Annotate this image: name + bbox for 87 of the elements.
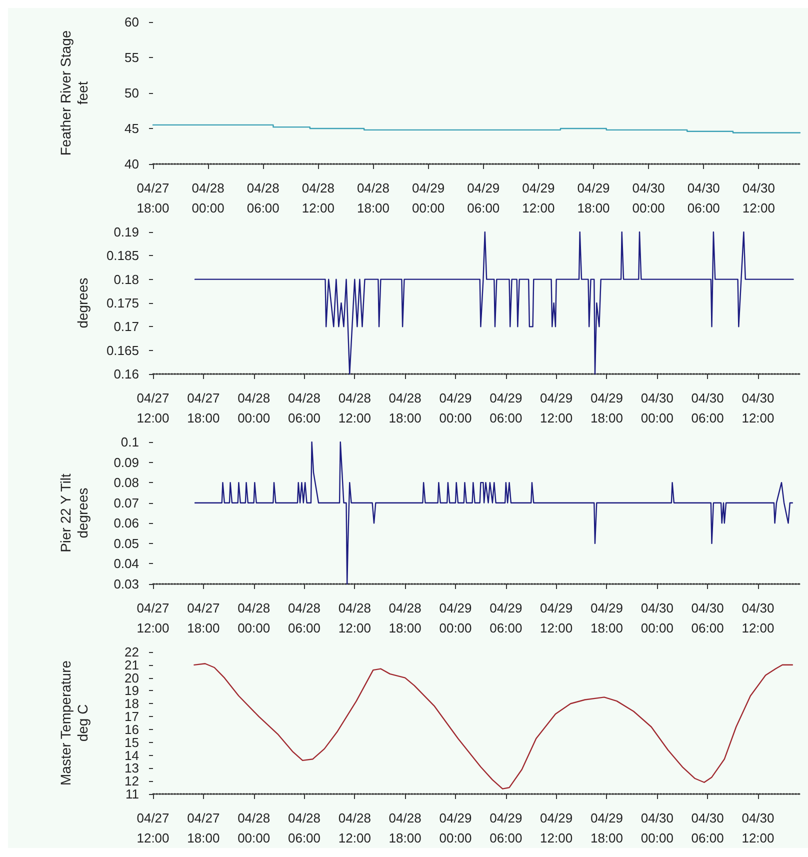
y-tick-label: 14 (124, 748, 139, 763)
x-tick-label: 04/30 00:00 (640, 390, 674, 426)
y-tick-label: 15 (124, 734, 139, 750)
x-tick-label: 04/30 00:00 (632, 180, 665, 216)
y-tick-label: 0.06 (114, 516, 139, 531)
x-tick-label: 04/29 18:00 (590, 390, 624, 426)
y-tick-label: 40 (124, 156, 139, 172)
x-tick-label: 04/28 06:00 (288, 810, 321, 846)
y-tick-label: 12 (124, 774, 139, 789)
x-tick-label: 04/30 06:00 (691, 390, 724, 426)
x-tick-label: 04/27 18:00 (136, 180, 170, 216)
y-tick-label: 19 (124, 683, 139, 698)
x-tick-label: 04/30 06:00 (687, 180, 720, 216)
x-tick-label: 04/28 12:00 (338, 390, 371, 426)
y-tick-label: 0.185 (106, 248, 139, 264)
y-tick-label: 0.09 (114, 454, 139, 470)
y-tick-label: 0.1 (120, 434, 139, 450)
x-tick-label: 04/30 00:00 (640, 600, 674, 636)
x-tick-label: 04/29 00:00 (439, 600, 472, 636)
y-tick-label: 0.07 (114, 495, 139, 510)
x-tick-label: 04/29 12:00 (540, 600, 573, 636)
x-tick-label: 04/28 06:00 (288, 390, 321, 426)
y-tick-label: 17 (124, 709, 139, 724)
y-tick-label: 22 (124, 644, 139, 660)
x-tick-label: 04/29 12:00 (540, 810, 573, 846)
y-tick-label: 0.04 (114, 556, 139, 572)
y-tick-label: 60 (124, 14, 139, 30)
x-tick-label: 04/29 12:00 (540, 390, 573, 426)
x-tick-label: 04/29 06:00 (490, 390, 522, 426)
x-tick-label: 04/28 18:00 (388, 600, 422, 636)
y-tick-label: 0.175 (106, 296, 139, 310)
x-tick-label: 04/28 00:00 (238, 810, 270, 846)
y-axis-title: degrees (74, 278, 90, 328)
x-tick-label: 04/27 18:00 (187, 390, 220, 426)
y-tick-label: 0.165 (106, 342, 139, 358)
x-tick-label: 04/27 12:00 (136, 600, 170, 636)
x-tick-label: 04/28 00:00 (192, 180, 224, 216)
x-tick-label: 04/29 06:00 (490, 810, 522, 846)
x-tick-label: 04/28 00:00 (238, 390, 270, 426)
x-tick-label: 04/28 18:00 (388, 810, 422, 846)
y-tick-label: 0.16 (114, 366, 139, 382)
x-tick-label: 04/29 06:00 (490, 600, 522, 636)
y-tick-label: 0.17 (114, 319, 139, 334)
x-tick-label: 04/29 00:00 (439, 810, 472, 846)
x-tick-label: 04/27 18:00 (187, 600, 220, 636)
x-tick-label: 04/29 18:00 (590, 600, 624, 636)
x-tick-label: 04/29 18:00 (577, 180, 610, 216)
x-tick-label: 04/29 18:00 (590, 810, 624, 846)
y-tick-label: 50 (124, 86, 139, 100)
y-tick-label: 21 (124, 657, 139, 672)
x-tick-label: 04/28 06:00 (246, 180, 280, 216)
y-axis-title: Pier 22 Y Tilt degrees (58, 473, 90, 552)
x-tick-label: 04/30 12:00 (742, 600, 774, 636)
x-tick-label: 04/30 12:00 (742, 180, 775, 216)
x-tick-label: 04/30 12:00 (742, 810, 774, 846)
x-tick-label: 04/28 00:00 (238, 600, 270, 636)
x-tick-label: 04/29 00:00 (412, 180, 445, 216)
x-tick-label: 04/29 12:00 (522, 180, 555, 216)
x-tick-label: 04/30 06:00 (691, 600, 724, 636)
x-tick-label: 04/28 12:00 (338, 600, 371, 636)
y-tick-label: 16 (124, 722, 139, 737)
x-tick-label: 04/30 06:00 (691, 810, 724, 846)
y-tick-label: 0.19 (114, 224, 139, 240)
x-tick-label: 04/28 12:00 (338, 810, 371, 846)
x-tick-label: 04/29 00:00 (439, 390, 472, 426)
y-tick-label: 0.05 (114, 536, 139, 551)
x-tick-label: 04/27 12:00 (136, 390, 170, 426)
y-tick-label: 11 (126, 786, 139, 802)
x-tick-label: 04/29 06:00 (467, 180, 500, 216)
y-tick-label: 45 (124, 121, 139, 136)
x-tick-label: 04/28 12:00 (302, 180, 334, 216)
x-tick-label: 04/27 18:00 (187, 810, 220, 846)
x-tick-label: 04/28 18:00 (356, 180, 390, 216)
x-tick-label: 04/30 12:00 (742, 390, 774, 426)
x-tick-label: 04/27 12:00 (136, 810, 170, 846)
x-tick-label: 04/30 00:00 (640, 810, 674, 846)
x-tick-label: 04/28 06:00 (288, 600, 321, 636)
y-axis-title: Master Temperature deg C (58, 660, 90, 786)
y-axis-title: Feather River Stage feet (58, 30, 90, 156)
y-tick-label: 18 (124, 696, 139, 712)
y-tick-label: 0.03 (114, 576, 139, 592)
y-tick-label: 0.08 (114, 475, 139, 490)
y-tick-label: 20 (124, 670, 139, 686)
y-tick-label: 13 (124, 760, 139, 776)
x-tick-label: 04/28 18:00 (388, 390, 422, 426)
y-tick-label: 55 (124, 50, 139, 65)
y-tick-label: 0.18 (114, 272, 139, 287)
